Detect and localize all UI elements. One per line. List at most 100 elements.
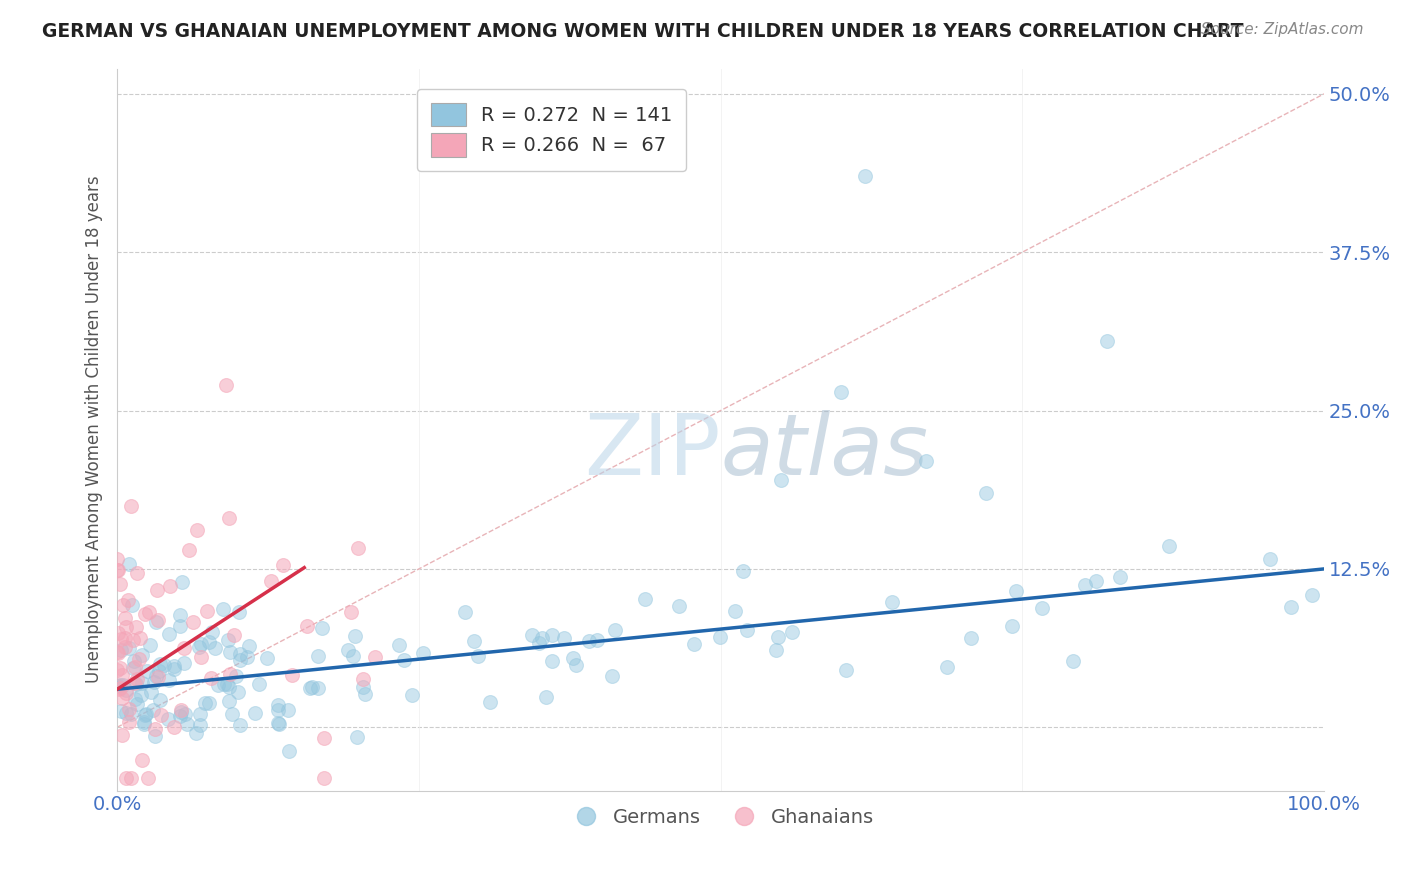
Point [108,681,131,695]
Point [735,623,758,637]
Point [553,632,575,646]
Point [467,649,489,664]
Point [578,634,600,648]
Point [143,675,166,690]
Point [135,707,157,722]
Point [531,631,554,645]
Point [120,499,142,513]
Point [145,669,167,683]
Point [346,730,368,744]
Point [188,706,211,721]
Point [122,675,145,690]
Point [215,677,238,691]
Point [105,663,128,677]
Point [173,656,195,670]
Point [114,640,136,655]
Point [107,562,129,576]
Point [114,706,136,720]
Point [108,576,131,591]
Point [1258,552,1281,566]
Point [602,669,624,683]
Point [128,632,150,646]
Point [124,654,146,668]
Point [278,743,301,757]
Point [201,625,224,640]
Point [724,604,747,618]
Text: atlas: atlas [721,409,928,492]
Text: ZIP: ZIP [583,409,721,492]
Point [218,693,240,707]
Point [463,634,485,648]
Point [267,703,290,717]
Point [297,618,319,632]
Point [114,771,136,785]
Point [114,631,136,645]
Point [299,681,322,695]
Point [340,605,363,619]
Point [190,637,212,651]
Point [603,623,626,637]
Point [157,673,180,687]
Point [733,564,755,578]
Point [307,681,329,695]
Point [118,702,141,716]
Point [149,693,172,707]
Point [105,645,128,659]
Point [336,643,359,657]
Point [108,678,131,692]
Point [177,543,200,558]
Point [204,640,226,655]
Point [110,704,132,718]
Point [143,722,166,736]
Point [198,634,221,648]
Point [247,676,270,690]
Point [120,706,142,721]
Point [363,649,385,664]
Point [218,511,240,525]
Point [311,621,333,635]
Point [124,659,146,673]
Point [131,648,153,662]
Text: Source: ZipAtlas.com: Source: ZipAtlas.com [1201,22,1364,37]
Point [1279,600,1302,615]
Point [534,690,557,705]
Point [114,683,136,698]
Point [212,602,235,616]
Point [142,703,165,717]
Point [193,696,215,710]
Point [855,169,877,184]
Point [1000,619,1022,633]
Point [121,661,143,675]
Point [1073,578,1095,592]
Point [228,605,250,619]
Point [520,627,543,641]
Point [388,638,411,652]
Point [107,563,129,577]
Point [260,574,283,588]
Point [353,680,375,694]
Point [314,731,336,745]
Point [107,646,129,660]
Point [959,631,981,645]
Point [277,703,299,717]
Point [709,630,731,644]
Point [780,625,803,640]
Point [236,649,259,664]
Point [132,715,155,730]
Point [181,615,204,630]
Point [131,675,153,690]
Point [170,706,193,720]
Point [221,707,243,722]
Point [1031,600,1053,615]
Point [125,620,148,634]
Point [229,718,252,732]
Point [124,692,146,706]
Point [301,680,323,694]
Point [586,632,609,647]
Point [169,709,191,723]
Point [267,716,290,731]
Point [128,652,150,666]
Point [245,706,267,720]
Point [765,643,787,657]
Point [114,685,136,699]
